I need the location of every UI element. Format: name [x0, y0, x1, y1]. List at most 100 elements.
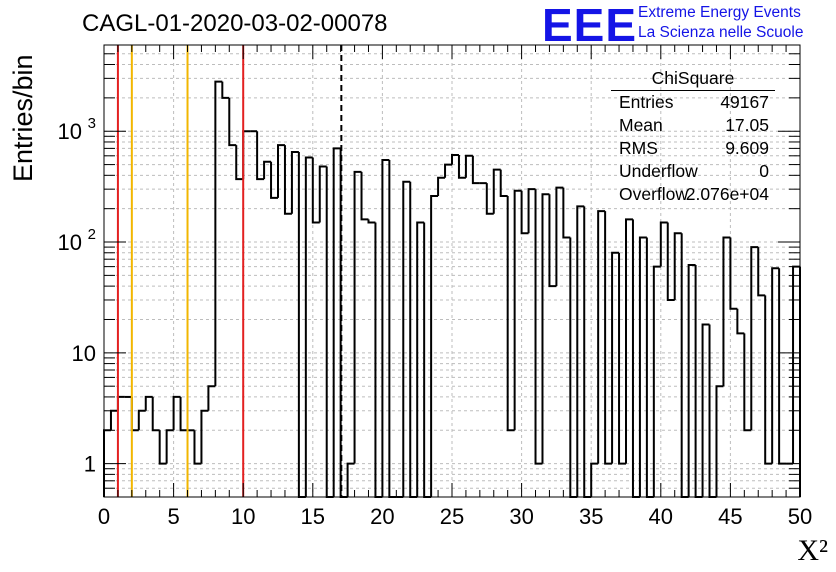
x-tick-label: 35	[579, 504, 603, 529]
y-tick-label: 10	[58, 119, 82, 144]
chart-title: CAGL-01-2020-03-02-00078	[82, 10, 388, 37]
histogram-bin	[270, 161, 278, 199]
stat-row-underflow: Underflow 0	[619, 161, 769, 183]
histogram-bin	[283, 145, 292, 215]
stat-name: Overflow	[619, 184, 689, 204]
x-tick-label: 15	[301, 504, 325, 529]
histogram-bin	[235, 145, 244, 181]
stat-value: 2.076e+04	[685, 184, 769, 204]
histogram-bin	[666, 222, 675, 301]
histogram-bin	[353, 170, 362, 464]
histogram-bin	[221, 81, 230, 99]
x-tick-label: 20	[370, 504, 394, 529]
histogram-bin	[471, 155, 480, 185]
histogram-bin	[687, 264, 696, 497]
stat-name: Entries	[619, 92, 674, 112]
histogram-bin	[576, 205, 585, 497]
histogram-bin	[597, 210, 606, 464]
stat-row-entries: Entries 49167	[619, 92, 769, 114]
histogram-bin	[673, 232, 682, 300]
stats-divider	[611, 90, 775, 91]
histogram-bin	[548, 194, 557, 288]
stat-row-overflow: Overflow 2.076e+04	[619, 184, 769, 206]
histogram-bin	[722, 236, 731, 387]
y-tick-exponent: 2	[88, 226, 96, 243]
x-tick-label: 5	[167, 504, 179, 529]
histogram-bin	[611, 251, 620, 464]
histogram-bin	[764, 295, 773, 465]
eee-logo: EEE	[542, 0, 638, 51]
histogram-bin	[743, 333, 752, 432]
x-tick-label: 10	[231, 504, 255, 529]
histogram-bin	[367, 219, 376, 224]
histogram-bin	[757, 247, 766, 297]
histogram-bin	[701, 323, 710, 497]
histogram-bin	[729, 237, 738, 310]
histogram-bin	[715, 385, 724, 497]
histogram-bin	[144, 395, 153, 411]
histogram-bin	[158, 430, 167, 465]
stat-row-mean: Mean 17.05	[619, 115, 769, 137]
histogram-bin	[165, 429, 174, 464]
histogram-bin	[618, 252, 626, 465]
histogram-bin	[499, 169, 508, 198]
stat-name: Underflow	[619, 161, 698, 181]
histogram-bin	[520, 190, 529, 235]
histogram-bin	[750, 246, 759, 431]
histogram-bin	[444, 163, 452, 178]
histogram-bin	[464, 154, 473, 178]
y-tick-label: 10	[72, 341, 96, 366]
histogram-bin	[137, 409, 146, 431]
x-tick-label: 40	[649, 504, 673, 529]
y-tick-label: 10	[58, 230, 82, 255]
histogram-bin	[555, 186, 564, 287]
histogram-bin	[318, 165, 327, 223]
histogram-bin	[200, 409, 209, 464]
histogram-bin	[332, 147, 341, 497]
histogram-bin	[652, 265, 661, 497]
logo-line-2: La Scienza nelle Scuole	[638, 24, 804, 41]
stat-name: Mean	[619, 115, 663, 135]
histogram-bin	[179, 396, 188, 432]
histogram-bin	[304, 156, 313, 497]
histogram-bin	[256, 131, 265, 181]
stat-value: 49167	[720, 92, 769, 112]
stats-title: ChiSquare	[651, 68, 735, 88]
stat-name: RMS	[619, 138, 658, 158]
histogram-bin	[659, 221, 668, 267]
histogram-bin	[492, 168, 501, 214]
histogram-bin	[513, 189, 522, 431]
plot-area	[104, 45, 800, 497]
x-tick-label: 45	[718, 504, 742, 529]
x-axis-label: X²	[797, 534, 828, 567]
histogram-bin	[457, 155, 466, 179]
histogram-bin	[625, 218, 633, 464]
histogram-bin	[402, 180, 411, 497]
histogram-bin	[214, 80, 223, 387]
logo-line-1: Extreme Energy Events	[638, 4, 801, 21]
histogram-bin	[416, 221, 425, 497]
histogram-bin	[381, 158, 390, 497]
histogram-bin	[228, 97, 237, 147]
histogram-bin	[541, 193, 550, 464]
histogram-bin	[151, 396, 160, 432]
y-tick-exponent: 3	[88, 115, 96, 132]
y-tick-label: 1	[84, 452, 96, 477]
x-tick-label: 25	[440, 504, 464, 529]
histogram-bin	[736, 308, 745, 335]
stat-value: 0	[759, 161, 769, 181]
histogram-bin	[451, 154, 459, 165]
histogram-bin	[311, 157, 320, 224]
histogram-bin	[346, 462, 355, 497]
histogram-bin	[263, 160, 272, 180]
histogram-bin	[193, 430, 202, 465]
histogram-bin	[207, 385, 216, 411]
stat-value: 9.609	[725, 138, 769, 158]
histogram-bin	[277, 144, 285, 198]
histogram-bin	[485, 183, 494, 215]
x-tick-label: 50	[788, 504, 812, 529]
stat-row-rms: RMS 9.609	[619, 138, 769, 160]
histogram-bin	[534, 189, 543, 465]
histogram-bin	[638, 236, 647, 497]
